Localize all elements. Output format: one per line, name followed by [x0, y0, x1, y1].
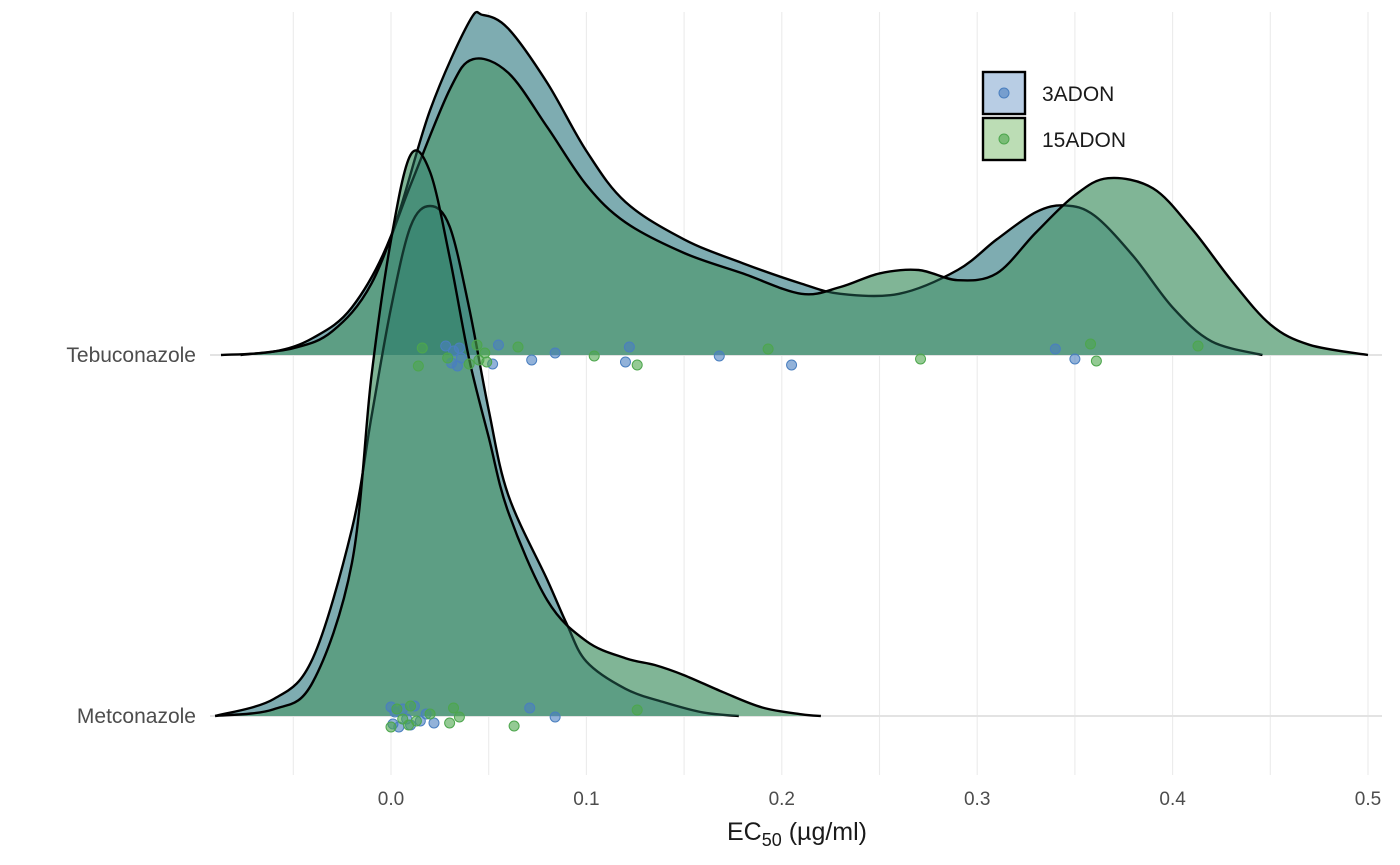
point-tebuconazole-15adon: [588, 350, 600, 362]
point-metconazole-15adon: [385, 721, 397, 733]
x-tick-labels: 0.0 0.1 0.2 0.3 0.4 0.5: [378, 789, 1381, 810]
point-metconazole-15adon: [405, 700, 417, 712]
density-line-metconazole-3adon: [214, 204, 739, 718]
x-tick-label: 0.4: [1159, 789, 1186, 810]
point-tebuconazole-3adon: [492, 339, 504, 351]
density-overlap-metconazole-15adon: [215, 150, 821, 716]
point-tebuconazole-15adon: [479, 347, 491, 359]
category-label-tebuconazole: Tebuconazole: [66, 344, 196, 367]
point-metconazole-15adon: [424, 708, 436, 720]
legend-label-3adon: 3ADON: [1042, 83, 1114, 106]
point-metconazole-15adon: [453, 711, 465, 723]
point-tebuconazole-15adon: [762, 343, 774, 355]
point-tebuconazole-3adon: [526, 354, 538, 366]
legend-label-15adon: 15ADON: [1042, 129, 1126, 152]
point-tebuconazole-15adon: [1085, 338, 1097, 350]
category-label-metconazole: Metconazole: [77, 705, 196, 728]
point-metconazole-3adon: [524, 702, 536, 714]
point-metconazole-15adon: [444, 717, 456, 729]
point-tebuconazole-15adon: [512, 341, 524, 353]
x-tick-label: 0.0: [378, 789, 404, 810]
point-metconazole-15adon: [391, 703, 403, 715]
point-tebuconazole-3adon: [453, 342, 465, 354]
point-tebuconazole-15adon: [463, 358, 475, 370]
point-tebuconazole-3adon: [713, 350, 725, 362]
point-tebuconazole-3adon: [1049, 343, 1061, 355]
point-tebuconazole-3adon: [786, 359, 798, 371]
point-tebuconazole-15adon: [412, 360, 424, 372]
category-labels: Metconazole Tebuconazole: [66, 344, 196, 728]
x-axis-title-prefix: EC: [727, 818, 762, 846]
density-overlap-tebuconazole-15adon: [240, 58, 1369, 356]
point-metconazole-3adon: [549, 711, 561, 723]
point-metconazole-3adon: [428, 717, 440, 729]
point-tebuconazole-15adon: [631, 359, 643, 371]
x-tick-label: 0.3: [964, 789, 990, 810]
point-tebuconazole-15adon: [442, 352, 454, 364]
legend-point-3adon: [998, 87, 1010, 99]
point-tebuconazole-15adon: [416, 342, 428, 354]
point-metconazole-15adon: [410, 715, 422, 727]
point-tebuconazole-3adon: [619, 356, 631, 368]
jitter-points: [385, 338, 1204, 733]
x-tick-label: 0.5: [1355, 789, 1381, 810]
point-metconazole-15adon: [631, 704, 643, 716]
density-fill-tebuconazole-15adon: [240, 58, 1369, 356]
x-axis-title-suffix: (µg/ml): [782, 818, 867, 846]
point-tebuconazole-3adon: [1069, 353, 1081, 365]
x-tick-label: 0.2: [769, 789, 795, 810]
point-tebuconazole-15adon: [1090, 355, 1102, 367]
point-tebuconazole-15adon: [1192, 340, 1204, 352]
density-fill-metconazole-15adon: [215, 150, 821, 716]
x-axis-title-subscript: 50: [762, 830, 782, 850]
point-tebuconazole-3adon: [549, 347, 561, 359]
density-line-tebuconazole-15adon: [240, 57, 1369, 357]
point-tebuconazole-3adon: [440, 340, 452, 352]
point-metconazole-15adon: [508, 720, 520, 732]
point-tebuconazole-15adon: [481, 356, 493, 368]
point-tebuconazole-15adon: [915, 353, 927, 365]
density-curves: [214, 10, 1369, 718]
legend-point-15adon: [998, 133, 1010, 145]
x-tick-label: 0.1: [573, 789, 599, 810]
legend: 3ADON 15ADON: [981, 70, 1126, 162]
point-tebuconazole-3adon: [623, 341, 635, 353]
point-tebuconazole-3adon: [455, 352, 467, 364]
point-tebuconazole-15adon: [471, 339, 483, 351]
point-metconazole-15adon: [448, 702, 460, 714]
x-axis-title: EC50 (µg/ml): [727, 818, 867, 850]
